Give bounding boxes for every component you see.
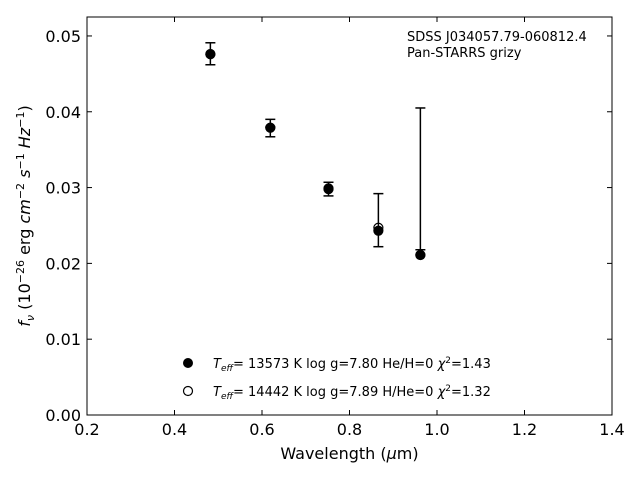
model-point-open — [205, 49, 216, 60]
svg-text:fν (10−26 erg cm−2 s−1 Hz−1): fν (10−26 erg cm−2 s−1 Hz−1) — [14, 105, 37, 326]
x-tick-label: 0.8 — [337, 420, 362, 439]
y-tick-label: 0.00 — [45, 406, 81, 425]
legend-marker-filled — [183, 358, 193, 368]
model-point-open — [323, 183, 334, 195]
y-tick-label: 0.03 — [45, 179, 81, 198]
annotation-survey: Pan-STARRS grizy — [407, 46, 522, 61]
y-tick-label: 0.04 — [45, 103, 81, 122]
y-tick-label: 0.01 — [45, 330, 81, 349]
x-tick-label: 0.6 — [249, 420, 274, 439]
data-points — [205, 49, 426, 261]
x-tick-label: 0.2 — [74, 420, 99, 439]
y-axis: 0.00 0.01 0.02 0.03 0.04 0.05 — [45, 27, 612, 425]
model-point-open — [373, 222, 384, 233]
legend-label-da: Teff= 13573 K log g=7.80 He/H=0 χ2=1.43 — [213, 356, 491, 374]
x-tick-label: 1.2 — [512, 420, 537, 439]
model-point-filled — [373, 225, 384, 236]
legend: Teff= 13573 K log g=7.80 He/H=0 χ2=1.43 … — [182, 356, 491, 402]
model-point-open — [415, 249, 426, 261]
legend-marker-open — [182, 385, 194, 397]
x-axis: 0.2 0.4 0.6 0.8 1.0 1.2 1.4 — [74, 17, 625, 439]
y-tick-label: 0.05 — [45, 27, 81, 46]
model-point-open — [265, 122, 276, 133]
error-bars — [205, 42, 426, 251]
x-tick-label: 1.4 — [599, 420, 624, 439]
annotation-object-name: SDSS J034057.79-060812.4 — [407, 30, 587, 45]
plot-frame — [86, 16, 613, 416]
x-axis-label: Wavelength (μm) — [280, 444, 418, 463]
x-tick-label: 0.4 — [162, 420, 187, 439]
y-tick-label: 0.02 — [45, 254, 81, 273]
y-axis-label: fν (10−26 erg cm−2 s−1 Hz−1) — [14, 105, 37, 326]
x-tick-label: 1.0 — [424, 420, 449, 439]
legend-label-db: Teff= 14442 K log g=7.89 H/He=0 χ2=1.32 — [213, 384, 491, 402]
